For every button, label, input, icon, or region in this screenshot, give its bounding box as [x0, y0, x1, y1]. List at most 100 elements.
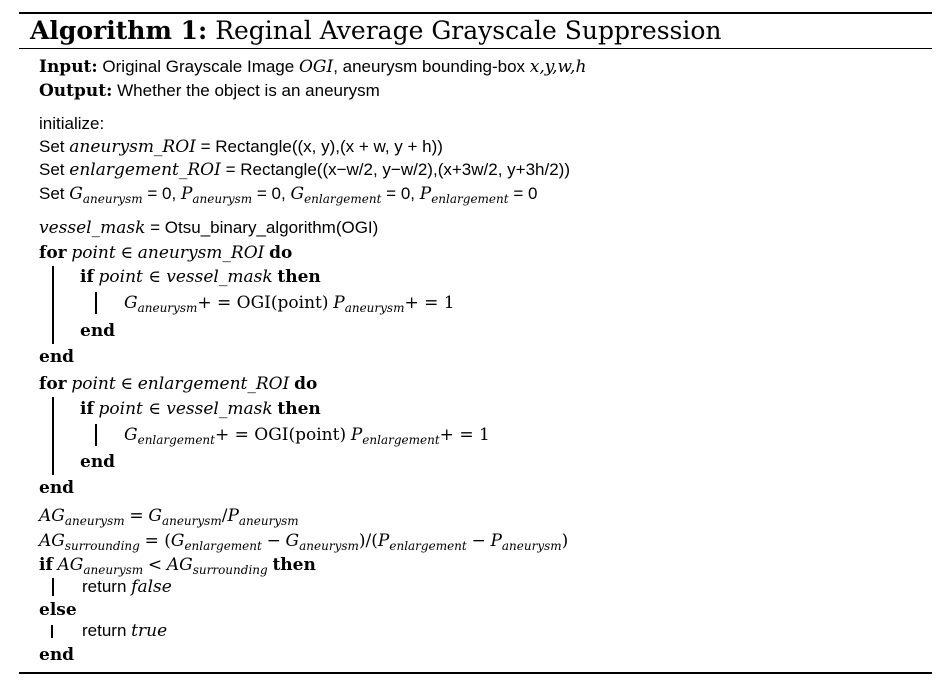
accumulate-line: Ganeurysm+ = OGI(point) Paneurysm+ = 1	[124, 292, 455, 314]
p-var: P	[227, 506, 239, 526]
for-enlargement-line: for point ∈ enlargement_ROI do	[39, 373, 317, 395]
assign: = 0,	[147, 184, 177, 203]
g-var: G	[148, 506, 162, 526]
close-paren: )	[561, 531, 569, 551]
for-block-bar	[52, 397, 54, 475]
var-subscript: enlargement	[362, 433, 440, 447]
input-box: x,y,w,h	[529, 57, 587, 77]
set-counters-line: Set Ganeurysm = 0, Paneurysm = 0, Genlar…	[39, 183, 537, 205]
return-true-line: return true	[82, 620, 167, 642]
end-if-line: end	[80, 320, 115, 342]
end-keyword: end	[39, 645, 75, 665]
enlargement-roi-var: enlargement_ROI	[69, 160, 221, 180]
end-if-final-line: end	[39, 644, 74, 666]
loop-set: enlargement_ROI	[137, 374, 290, 394]
var-subscript: enlargement	[184, 539, 262, 553]
divide: )/(	[358, 531, 378, 551]
accumulate-line: Genlargement+ = OGI(point) Penlargement+…	[124, 424, 490, 446]
if-condition: point ∈ vessel_mask	[98, 399, 273, 419]
g-var: G	[170, 531, 185, 551]
loop-var: point	[71, 374, 116, 394]
assign: = 0	[513, 184, 538, 203]
end-keyword: end	[39, 347, 75, 367]
do-keyword: do	[269, 243, 293, 263]
otsu-assign: = Otsu_binary_algorithm(OGI)	[150, 218, 379, 237]
var-subscript: aneurysm	[82, 192, 143, 206]
algorithm-name: Reginal Average Grayscale Suppression	[215, 16, 722, 45]
end-keyword: end	[39, 478, 75, 498]
increment-expr: + = 1	[439, 425, 490, 445]
g-var: G	[124, 425, 138, 445]
if-block-bar	[95, 424, 97, 446]
input-text-2: , aneurysm bounding-box	[333, 57, 526, 76]
input-text: Original Grayscale Image	[102, 57, 295, 76]
return-value: false	[131, 577, 172, 597]
var-subscript: aneurysm	[344, 301, 405, 315]
var-subscript: aneurysm	[83, 563, 144, 577]
input-keyword: Input:	[39, 57, 98, 77]
var-subscript: aneurysm	[501, 539, 562, 553]
ag-var: AG	[39, 531, 65, 551]
output-keyword: Output:	[39, 81, 113, 101]
p-var: P	[333, 293, 345, 313]
accumulate-expr: + = OGI(point)	[214, 425, 347, 445]
if-vessel-line: if point ∈ vessel_mask then	[80, 398, 321, 420]
g-enlargement-var: G	[290, 184, 305, 204]
end-if-line: end	[80, 451, 115, 473]
var-subscript: aneurysm	[161, 514, 222, 528]
ag-var: AG	[57, 555, 84, 575]
output-line: Output: Whether the object is an aneurys…	[39, 80, 380, 102]
var-subscript: enlargement	[304, 192, 382, 206]
enlargement-rectangle: = Rectangle((x−w/2, y−w/2),(x+3w/2, y+3h…	[225, 160, 570, 179]
bottom-rule	[19, 672, 932, 674]
minus: −	[266, 531, 281, 551]
equals: = (	[144, 531, 171, 551]
do-keyword: do	[294, 374, 318, 394]
var-subscript: aneurysm	[192, 192, 253, 206]
input-ogi: OGI	[298, 57, 334, 77]
var-subscript: aneurysm	[64, 514, 125, 528]
else-line: else	[39, 599, 77, 621]
g-var: G	[285, 531, 300, 551]
for-keyword: for	[39, 243, 67, 263]
return-keyword: return	[82, 577, 127, 596]
assign: = 0,	[386, 184, 416, 203]
return-value: true	[131, 621, 168, 641]
if-keyword: if	[80, 267, 94, 287]
if-block-bar	[52, 578, 54, 596]
vessel-mask-line: vessel_mask = Otsu_binary_algorithm(OGI)	[39, 217, 378, 239]
set-enlargement-roi-line: Set enlargement_ROI = Rectangle((x−w/2, …	[39, 159, 570, 181]
algorithm-number: Algorithm 1:	[30, 16, 208, 45]
if-vessel-line: if point ∈ vessel_mask then	[80, 266, 321, 288]
end-keyword: end	[80, 452, 116, 472]
title-rule	[19, 48, 932, 49]
element-of: ∈	[120, 243, 134, 263]
for-block-bar	[52, 266, 54, 344]
element-of: ∈	[120, 374, 134, 394]
end-for-line: end	[39, 477, 74, 499]
for-keyword: for	[39, 374, 67, 394]
var-subscript: enlargement	[137, 433, 215, 447]
accumulate-expr: + = OGI(point)	[197, 293, 329, 313]
p-enlargement-var: P	[419, 184, 432, 204]
aneurysm-roi-var: aneurysm_ROI	[69, 137, 196, 157]
equals: =	[129, 506, 144, 526]
ag-var: AG	[39, 506, 65, 526]
if-condition: point ∈ vessel_mask	[98, 267, 273, 287]
loop-set: aneurysm_ROI	[137, 243, 265, 263]
end-keyword: end	[80, 321, 116, 341]
if-block-bar	[95, 292, 97, 314]
then-keyword: then	[277, 399, 321, 419]
g-var: G	[124, 293, 138, 313]
ag-surrounding-line: AGsurrounding = (Genlargement − Ganeurys…	[39, 530, 568, 552]
increment-expr: + = 1	[404, 293, 455, 313]
algorithm-title: Algorithm 1: Reginal Average Grayscale S…	[30, 15, 722, 47]
else-keyword: else	[39, 600, 77, 620]
divide: /	[221, 506, 228, 526]
less-than: <	[147, 555, 163, 575]
var-subscript: aneurysm	[299, 539, 359, 553]
p-var: P	[377, 531, 390, 551]
set-keyword: Set	[39, 137, 65, 156]
set-keyword: Set	[39, 160, 65, 179]
